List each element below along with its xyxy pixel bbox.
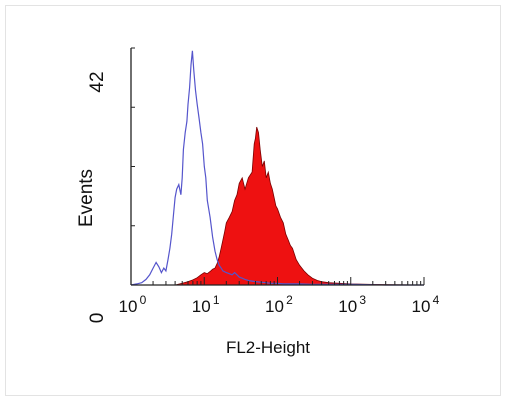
x-tick-label: 10 [119,297,138,316]
x-tick-exponent: 2 [286,293,293,307]
filled-histogram-series [175,126,425,286]
x-tick-exponent: 1 [213,293,220,307]
x-tick-exponent: 0 [140,293,147,307]
x-axis-title: FL2-Height [226,338,310,357]
y-tick-label: 42 [87,71,108,92]
y-tick-label: 0 [87,313,108,324]
x-tick-label: 10 [412,297,431,316]
outline-histogram-series [130,50,424,286]
x-tick-exponent: 4 [433,293,440,307]
axis-labels: FL2-Height Events [76,169,310,357]
plot-area [130,50,425,286]
x-tick-exponent: 3 [359,293,366,307]
y-axis-title: Events [76,169,97,227]
x-tick-label: 10 [265,297,284,316]
x-tick-label: 10 [192,297,211,316]
x-tick-label: 10 [338,297,357,316]
